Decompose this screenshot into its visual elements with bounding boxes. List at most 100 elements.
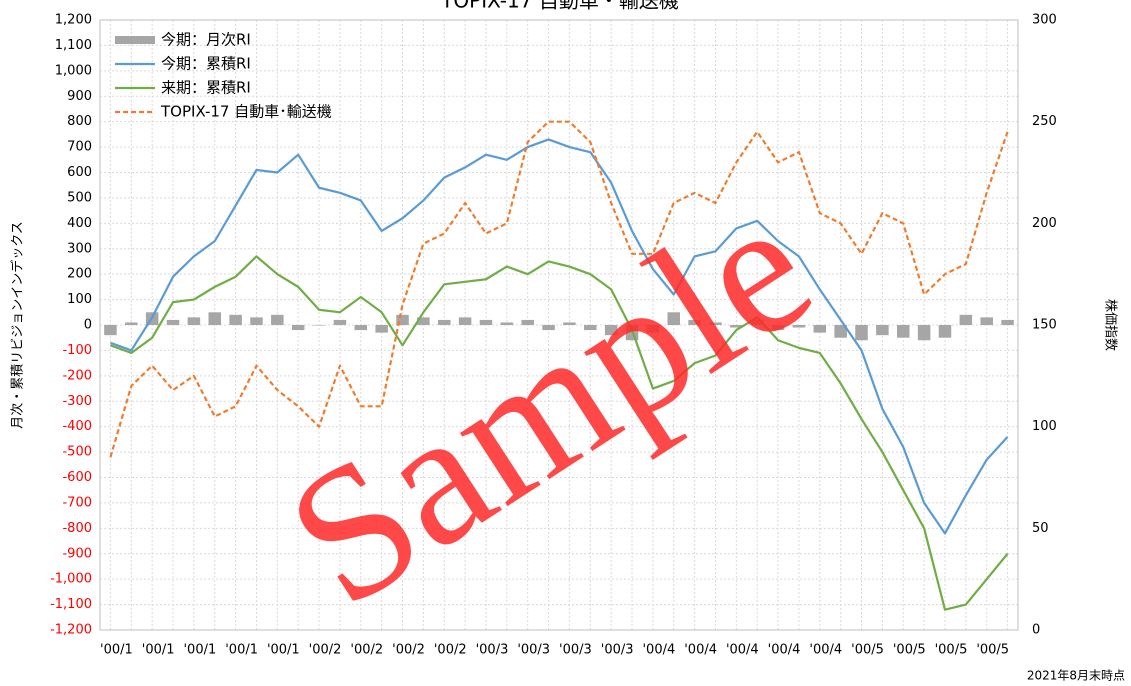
bar	[938, 325, 952, 338]
x-tick-label: '00/1	[225, 643, 258, 658]
line-series	[110, 138, 1009, 535]
y-tick-label: -1,000	[50, 572, 92, 587]
bar	[437, 319, 451, 325]
bar	[271, 314, 284, 325]
bar	[500, 322, 514, 325]
bar	[646, 325, 660, 333]
legend-label: TOPIX-17 自動車･輸送機	[160, 103, 332, 121]
y-tick-label: -100	[62, 343, 92, 358]
bar	[563, 322, 576, 325]
y-tick-label: 1,000	[55, 63, 92, 78]
y-tick-label: 300	[67, 241, 92, 256]
bar	[604, 325, 618, 336]
x-tick-label: '00/2	[350, 643, 383, 658]
legend-label: 今期：累積RI	[161, 55, 251, 73]
x-tick-label: '00/4	[684, 643, 717, 658]
bar	[709, 322, 722, 325]
bar	[730, 325, 743, 328]
y-tick-label: 0	[84, 318, 92, 333]
x-tick-label: '00/2	[392, 643, 425, 658]
bar	[876, 325, 889, 336]
x-tick-label: '00/4	[642, 643, 675, 658]
bar	[187, 317, 201, 325]
plot-border	[99, 19, 1019, 631]
bar	[291, 325, 305, 331]
x-tick-label: '00/3	[476, 643, 509, 658]
bar	[229, 314, 242, 325]
bar	[855, 325, 868, 341]
bar	[417, 317, 430, 325]
y-tick-label: -700	[62, 495, 92, 510]
y-tick-label: 400	[67, 216, 92, 231]
y-tick-label: 1,200	[55, 13, 92, 28]
y2-tick-label: 200	[1032, 216, 1057, 231]
legend-label: 来期：累積RI	[161, 79, 251, 97]
bar	[667, 312, 681, 325]
bar	[333, 319, 347, 325]
bar	[312, 325, 326, 326]
y-axis-label: 月次・累積リビジョンインデックス	[10, 221, 26, 429]
y-tick-label: -900	[62, 546, 92, 561]
x-tick-label: '00/5	[851, 643, 884, 658]
chart-title: TOPIX-17 自動車・輸送機	[440, 0, 679, 13]
x-tick-label: '00/4	[726, 643, 759, 658]
x-tick-label: '00/3	[559, 643, 592, 658]
x-tick-label: '00/1	[142, 643, 175, 658]
y-tick-label: 100	[67, 292, 92, 307]
y-tick-label: -300	[62, 394, 92, 409]
bar	[208, 312, 222, 325]
x-tick-label: '00/1	[183, 643, 216, 658]
footnote: 2021年8月末時点	[1027, 669, 1125, 683]
y2-tick-label: 150	[1032, 318, 1057, 333]
line-series	[110, 255, 1009, 611]
legend-label: 今期：月次RI	[161, 31, 251, 49]
line-series	[109, 120, 1009, 458]
x-tick-label: '00/3	[517, 643, 550, 658]
y-tick-label: -400	[62, 419, 92, 434]
bar	[834, 325, 847, 338]
bar	[521, 319, 534, 325]
bar	[917, 325, 931, 341]
bar	[584, 325, 597, 331]
y2-tick-label: 50	[1032, 521, 1049, 536]
bar	[375, 325, 388, 333]
y-tick-label: 800	[67, 114, 92, 129]
bar	[125, 322, 138, 325]
y2-tick-label: 300	[1032, 13, 1057, 28]
bar	[250, 317, 263, 325]
bar	[542, 325, 555, 331]
y-tick-label: 1,100	[55, 38, 92, 53]
y-tick-label: -500	[62, 445, 92, 460]
bar	[354, 325, 368, 331]
y-tick-label: 500	[67, 190, 92, 205]
bar	[1001, 319, 1014, 325]
y-tick-label: 900	[67, 89, 92, 104]
bar	[396, 314, 409, 325]
y-tick-label: -1,100	[50, 597, 92, 612]
y2-tick-label: 250	[1032, 114, 1057, 129]
x-tick-label: '00/2	[434, 643, 467, 658]
x-tick-label: '00/2	[309, 643, 342, 658]
bar	[750, 319, 764, 325]
y-tick-label: -800	[62, 521, 92, 536]
y-tick-label: -600	[62, 470, 92, 485]
y-tick-label: -200	[62, 368, 92, 383]
legend-swatch	[115, 36, 155, 44]
bar	[458, 317, 472, 325]
y2-axis-label: 株価指数	[1103, 299, 1118, 351]
x-tick-label: '00/5	[976, 643, 1009, 658]
x-tick-label: '00/4	[768, 643, 801, 658]
y2-tick-label: 0	[1032, 623, 1040, 638]
bar	[959, 314, 973, 325]
y-tick-label: -1,200	[50, 623, 92, 638]
x-tick-label: '00/5	[893, 643, 926, 658]
bar	[104, 325, 117, 336]
y-tick-label: 200	[67, 267, 92, 282]
bar	[813, 325, 827, 333]
x-tick-label: '00/1	[100, 643, 133, 658]
x-tick-label: '00/3	[601, 643, 634, 658]
x-tick-label: '00/1	[267, 643, 300, 658]
x-tick-label: '00/4	[809, 643, 842, 658]
bar	[771, 325, 785, 331]
